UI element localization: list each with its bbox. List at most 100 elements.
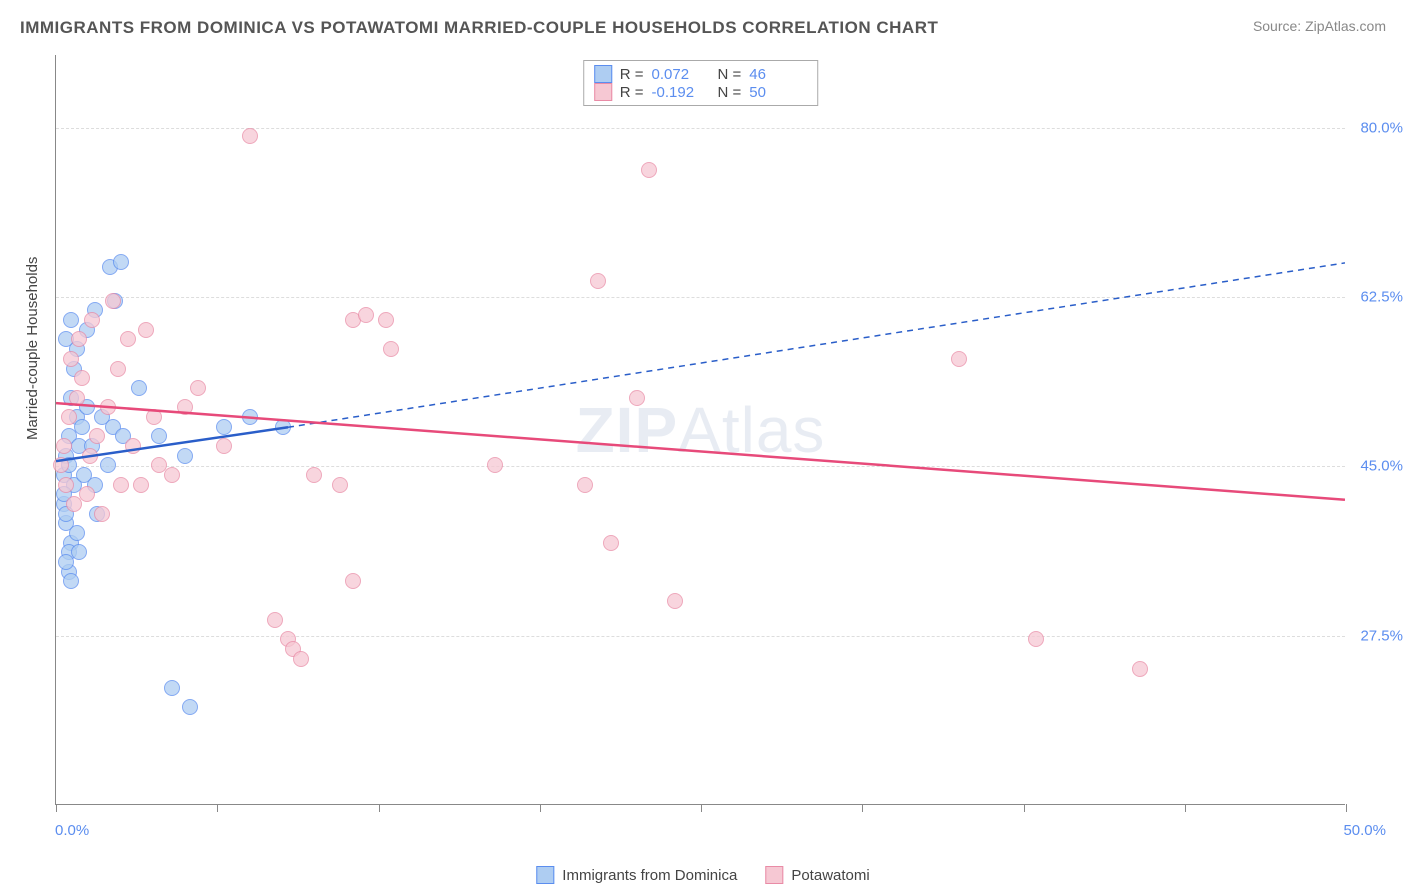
data-point	[216, 419, 232, 435]
data-point	[63, 312, 79, 328]
data-point	[138, 322, 154, 338]
gridline	[56, 466, 1345, 467]
data-point	[125, 438, 141, 454]
data-point	[113, 254, 129, 270]
data-point	[1028, 631, 1044, 647]
stats-row-2: R = -0.192 N = 50	[594, 83, 808, 101]
data-point	[71, 544, 87, 560]
legend-swatch-1	[536, 866, 554, 884]
data-point	[63, 573, 79, 589]
r-value-2: -0.192	[652, 84, 710, 101]
y-tick-label: 80.0%	[1360, 119, 1403, 136]
n-label-1: N =	[718, 66, 742, 83]
x-tick	[379, 804, 380, 812]
y-tick-label: 45.0%	[1360, 458, 1403, 475]
n-value-1: 46	[749, 66, 807, 83]
data-point	[100, 457, 116, 473]
data-point	[66, 496, 82, 512]
data-point	[105, 293, 121, 309]
n-label-2: N =	[718, 84, 742, 101]
data-point	[332, 477, 348, 493]
data-point	[74, 419, 90, 435]
data-point	[275, 419, 291, 435]
legend-label-1: Immigrants from Dominica	[562, 867, 737, 884]
x-axis-max-label: 50.0%	[1343, 822, 1386, 839]
data-point	[345, 573, 361, 589]
data-point	[58, 477, 74, 493]
n-value-2: 50	[749, 84, 807, 101]
y-tick-label: 62.5%	[1360, 288, 1403, 305]
data-point	[182, 699, 198, 715]
data-point	[577, 477, 593, 493]
data-point	[69, 390, 85, 406]
gridline	[56, 297, 1345, 298]
legend-item-2: Potawatomi	[765, 866, 869, 884]
data-point	[89, 428, 105, 444]
data-point	[63, 351, 79, 367]
data-point	[94, 506, 110, 522]
data-point	[951, 351, 967, 367]
data-point	[293, 651, 309, 667]
data-point	[629, 390, 645, 406]
data-point	[53, 457, 69, 473]
x-tick	[1024, 804, 1025, 812]
stats-row-1: R = 0.072 N = 46	[594, 65, 808, 83]
data-point	[100, 399, 116, 415]
plot-area: ZIPAtlas 27.5%45.0%62.5%80.0% R = 0.072 …	[55, 55, 1345, 805]
y-axis-label: Married-couple Households	[24, 257, 41, 440]
data-point	[242, 409, 258, 425]
r-value-1: 0.072	[652, 66, 710, 83]
data-point	[590, 273, 606, 289]
source-attribution: Source: ZipAtlas.com	[1253, 18, 1386, 34]
source-prefix: Source:	[1253, 18, 1305, 34]
data-point	[306, 467, 322, 483]
x-tick	[1185, 804, 1186, 812]
legend-item-1: Immigrants from Dominica	[536, 866, 737, 884]
source-name: ZipAtlas.com	[1305, 18, 1386, 34]
chart-title: IMMIGRANTS FROM DOMINICA VS POTAWATOMI M…	[20, 18, 938, 38]
data-point	[164, 467, 180, 483]
data-point	[216, 438, 232, 454]
data-point	[82, 448, 98, 464]
data-point	[56, 438, 72, 454]
x-tick	[862, 804, 863, 812]
data-point	[131, 380, 147, 396]
data-point	[383, 341, 399, 357]
data-point	[120, 331, 136, 347]
data-point	[110, 361, 126, 377]
x-tick	[217, 804, 218, 812]
stats-legend: R = 0.072 N = 46 R = -0.192 N = 50	[583, 60, 819, 106]
data-point	[146, 409, 162, 425]
data-point	[667, 593, 683, 609]
y-tick-label: 27.5%	[1360, 627, 1403, 644]
data-point	[177, 399, 193, 415]
x-tick	[701, 804, 702, 812]
scatter-layer: 27.5%45.0%62.5%80.0%	[56, 55, 1345, 804]
data-point	[358, 307, 374, 323]
r-label-1: R =	[620, 66, 644, 83]
data-point	[190, 380, 206, 396]
data-point	[164, 680, 180, 696]
bottom-legend: Immigrants from Dominica Potawatomi	[536, 866, 869, 884]
swatch-series-2	[594, 83, 612, 101]
legend-swatch-2	[765, 866, 783, 884]
data-point	[1132, 661, 1148, 677]
x-tick	[1346, 804, 1347, 812]
data-point	[487, 457, 503, 473]
data-point	[641, 162, 657, 178]
legend-label-2: Potawatomi	[791, 867, 869, 884]
data-point	[69, 525, 85, 541]
data-point	[151, 428, 167, 444]
swatch-series-1	[594, 65, 612, 83]
data-point	[242, 128, 258, 144]
data-point	[133, 477, 149, 493]
x-tick	[540, 804, 541, 812]
x-tick	[56, 804, 57, 812]
gridline	[56, 636, 1345, 637]
data-point	[71, 331, 87, 347]
data-point	[267, 612, 283, 628]
x-axis-min-label: 0.0%	[55, 822, 89, 839]
data-point	[74, 370, 90, 386]
data-point	[177, 448, 193, 464]
data-point	[113, 477, 129, 493]
